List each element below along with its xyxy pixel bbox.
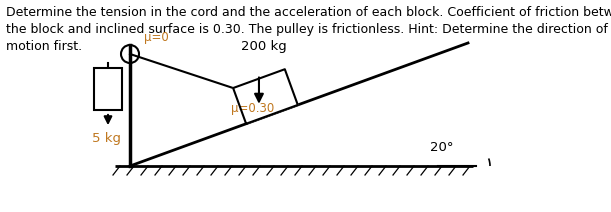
Text: 5 kg: 5 kg — [92, 132, 120, 145]
Text: Determine the tension in the cord and the acceleration of each block. Coefficien: Determine the tension in the cord and th… — [6, 6, 611, 53]
Polygon shape — [233, 69, 298, 124]
Text: μ=0: μ=0 — [144, 31, 169, 44]
Text: 200 kg: 200 kg — [241, 40, 287, 53]
Bar — [94, 68, 122, 110]
Text: 20°: 20° — [430, 141, 453, 154]
Text: μ=0.30: μ=0.30 — [232, 102, 275, 115]
